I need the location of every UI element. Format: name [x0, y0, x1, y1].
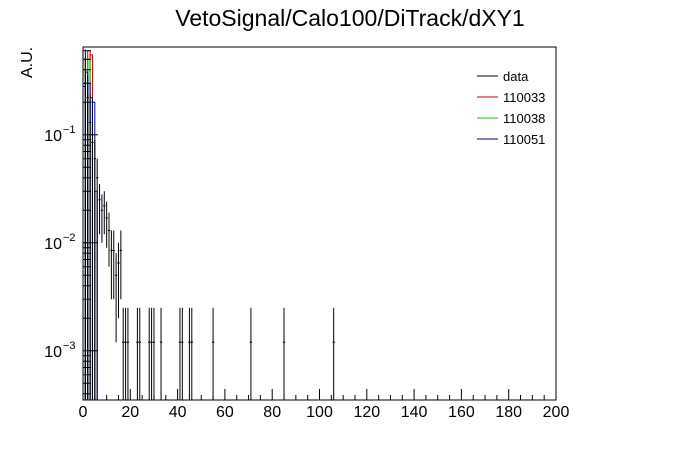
- series-data: [84, 49, 335, 400]
- y-tick-exponent: −2: [63, 232, 76, 244]
- y-tick-label: 10: [44, 128, 62, 145]
- x-tick-label: 0: [79, 404, 88, 421]
- legend-entry-data: data: [477, 69, 529, 84]
- legend-label: 110033: [503, 90, 545, 105]
- x-tick-label: 180: [495, 404, 522, 421]
- x-tick-label: 160: [448, 404, 475, 421]
- x-tick-label: 40: [169, 404, 187, 421]
- legend-entry-110038: 110038: [477, 111, 545, 126]
- legend-label: 110038: [503, 111, 545, 126]
- x-tick-label: 120: [353, 404, 380, 421]
- x-tick-label: 20: [121, 404, 139, 421]
- y-tick-exponent: −3: [63, 340, 76, 352]
- legend-label: 110051: [503, 132, 545, 147]
- series-layer: [82, 49, 335, 400]
- y-tick-label: 10: [44, 236, 62, 253]
- x-tick-label: 60: [216, 404, 234, 421]
- legend-entry-110033: 110033: [477, 90, 545, 105]
- y-axis-label: A.U.: [19, 47, 36, 78]
- legend-label: data: [503, 69, 529, 84]
- y-tick-exponent: −1: [63, 124, 76, 136]
- x-tick-label: 200: [543, 404, 570, 421]
- x-tick-label: 140: [401, 404, 428, 421]
- y-tick-label: 10: [44, 344, 62, 361]
- x-tick-label: 80: [263, 404, 281, 421]
- chart-title: VetoSignal/Calo100/DiTrack/dXY1: [175, 5, 524, 31]
- legend-entry-110051: 110051: [477, 132, 545, 147]
- legend: data 110033 110038 110051: [477, 69, 545, 147]
- x-tick-label: 100: [306, 404, 333, 421]
